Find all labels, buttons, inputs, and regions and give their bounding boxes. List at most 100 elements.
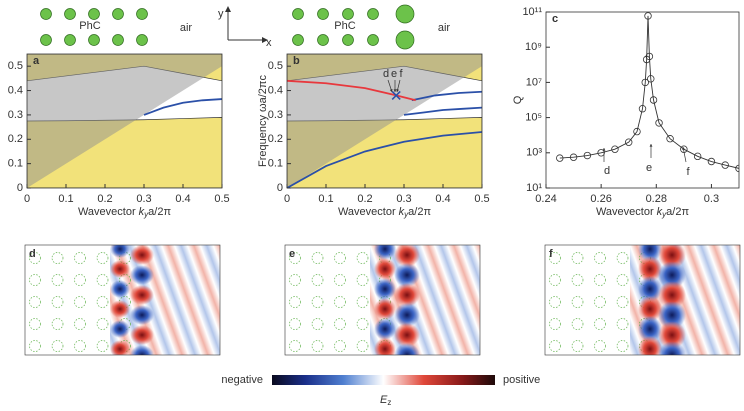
- rod: [40, 34, 52, 46]
- var: k: [399, 206, 405, 218]
- panel-label: f: [549, 248, 553, 260]
- y-tick-label: 10³: [526, 147, 542, 159]
- curve: [287, 131, 482, 188]
- rod-outline: [51, 274, 64, 286]
- rod-outline: [96, 296, 109, 308]
- phc-label: PhC: [79, 20, 100, 32]
- rod-outline: [74, 340, 86, 352]
- rod: [292, 34, 304, 46]
- y-tick-label: 0.3: [8, 109, 23, 121]
- x-tick-label: 0: [24, 193, 30, 205]
- rod-outline: [549, 252, 561, 264]
- phc-label: PhC: [334, 20, 355, 32]
- rest: a/2π: [666, 206, 689, 218]
- panel-label: c: [552, 13, 558, 25]
- point: [641, 78, 649, 87]
- rod-outline: [96, 318, 109, 330]
- rod-outline: [289, 296, 301, 308]
- y-tick-label: 0.4: [268, 84, 283, 96]
- y-tick-label: 0.2: [268, 133, 283, 145]
- x-tick-label: 0.4: [175, 193, 190, 205]
- rod: [292, 8, 304, 20]
- x-tick-label: 0: [284, 193, 290, 205]
- rod-outline: [29, 274, 41, 286]
- field-lobe: [374, 258, 396, 280]
- var: E: [380, 394, 388, 406]
- y-tick-label: 0.5: [268, 60, 283, 72]
- rod-outline: [594, 340, 606, 352]
- rod-outline: [96, 274, 109, 286]
- field-lobe: [394, 303, 420, 327]
- region: [27, 54, 222, 188]
- field-lobe: [394, 245, 420, 267]
- rod-outline: [74, 318, 86, 330]
- arrow-head: [602, 148, 606, 151]
- field-lobe: [110, 300, 130, 318]
- chart: 0 0.1 0.2 0.3 0.4 0.5 0 0.1 0.2 0.3 0.4 0.5 Wavevect…: [8, 53, 230, 219]
- rod-outline: [289, 252, 301, 264]
- rod-outline: [311, 274, 324, 286]
- point: [645, 52, 654, 61]
- field-lobe: [658, 261, 686, 289]
- arrow-head: [649, 144, 653, 147]
- point: [611, 145, 619, 153]
- x-tick-label: 0.3: [396, 193, 411, 205]
- point: [707, 157, 716, 166]
- sub: y: [661, 210, 667, 219]
- field-lobe: [110, 320, 130, 338]
- y-tick-label: 0: [277, 182, 283, 194]
- point: [655, 119, 663, 127]
- field-lobe: [638, 336, 662, 355]
- rod-outline: [51, 318, 64, 330]
- sub: z: [387, 398, 391, 407]
- field-lobe: [374, 338, 396, 355]
- var: k: [139, 206, 145, 218]
- rod: [112, 34, 124, 46]
- y-tick-label: 0.1: [268, 158, 283, 170]
- var: k: [657, 206, 663, 218]
- rod-outline: [616, 252, 629, 264]
- point: [638, 105, 647, 113]
- point: [693, 152, 702, 161]
- rod: [342, 34, 354, 46]
- rod-outline: [549, 296, 561, 308]
- rod-outline: [356, 340, 369, 352]
- colorbar-label: Ez: [380, 394, 391, 407]
- field-frame: [284, 244, 481, 356]
- field-lobe: [658, 341, 686, 355]
- rod-outline: [29, 296, 41, 308]
- field-lobe: [374, 298, 396, 320]
- field-lobe: [110, 280, 130, 298]
- rod-outline: [96, 340, 109, 352]
- curve: [403, 106, 482, 116]
- rod-outline: [356, 274, 369, 286]
- y-tick-label: 10⁹: [525, 41, 542, 53]
- y-tick-label: 0.1: [8, 158, 23, 170]
- colorbar-high: positive: [503, 374, 540, 386]
- field-content: [285, 245, 480, 355]
- field-lobe: [658, 321, 686, 349]
- rod-outline: [29, 252, 41, 264]
- x-tick-label: 0.5: [474, 193, 489, 205]
- field-lobe: [110, 245, 130, 258]
- point: [666, 135, 674, 143]
- rod: [64, 8, 76, 20]
- sub: y: [143, 210, 149, 219]
- field-lobe: [130, 285, 154, 305]
- field-lobe: [394, 263, 420, 287]
- point: [633, 127, 641, 136]
- rod: [40, 8, 52, 20]
- x-axis-label: Wavevector kya/2π: [78, 206, 172, 219]
- colorbar: negative positive Ez: [221, 374, 540, 407]
- air-label: air: [438, 22, 451, 34]
- plot-frame: [26, 53, 223, 189]
- plot-area: [287, 54, 482, 188]
- y-tick-label: 0.5: [8, 60, 23, 72]
- chart: 0.24 0.26 0.28 0.3 10¹ 10³ 10⁵ 10⁷ 10⁹ 10¹¹ Waveve…: [512, 6, 740, 219]
- curve: [143, 98, 222, 116]
- region: [287, 54, 482, 188]
- rod-outline: [96, 252, 109, 264]
- field-map: e: [284, 244, 481, 356]
- rod-outline: [594, 296, 606, 308]
